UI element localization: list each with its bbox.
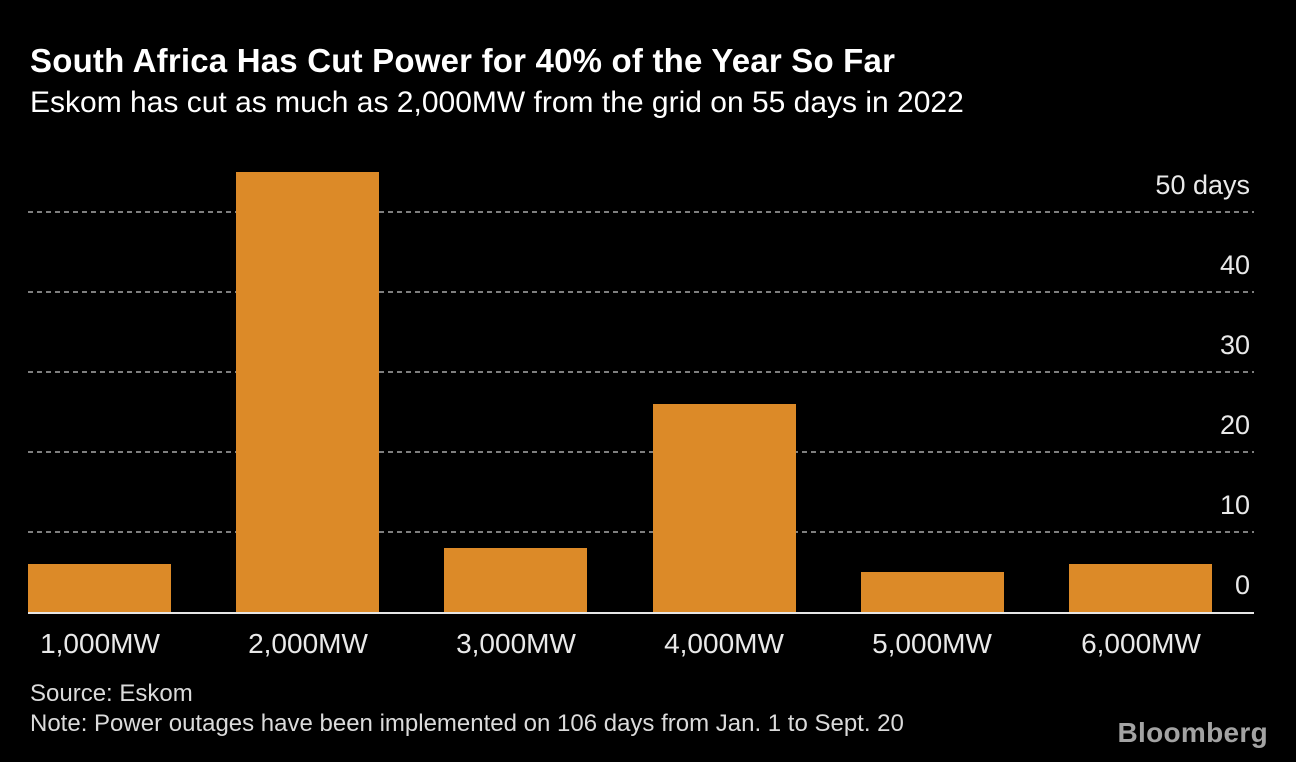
gridline-30 [28, 371, 1254, 373]
y-tick-label-50: 50 days [1155, 170, 1250, 200]
x-tick-label-5,000MW: 5,000MW [872, 628, 992, 659]
bar-6,000MW [1069, 564, 1212, 612]
y-tick-label-30: 30 [1219, 330, 1250, 360]
bar-3,000MW [444, 548, 587, 612]
y-tick-label-0: 0 [1234, 570, 1250, 600]
x-axis-line [28, 612, 1254, 614]
bar-5,000MW [861, 572, 1004, 612]
y-tick-label-20: 20 [1219, 410, 1250, 440]
gridline-50 [28, 211, 1254, 213]
gridline-40 [28, 291, 1254, 293]
bar-1,000MW [28, 564, 171, 612]
y-tick-label-40: 40 [1219, 250, 1250, 280]
x-tick-label-2,000MW: 2,000MW [248, 628, 368, 659]
x-tick-label-1,000MW: 1,000MW [40, 628, 160, 659]
gridline-10 [28, 531, 1254, 533]
x-tick-label-3,000MW: 3,000MW [456, 628, 576, 659]
note-text: Note: Power outages have been implemente… [30, 710, 904, 737]
bar-2,000MW [236, 172, 379, 612]
chart-subtitle: Eskom has cut as much as 2,000MW from th… [30, 86, 964, 119]
y-tick-label-10: 10 [1219, 490, 1250, 520]
x-tick-label-4,000MW: 4,000MW [664, 628, 784, 659]
source-text: Source: Eskom [30, 680, 193, 707]
bar-4,000MW [653, 404, 796, 612]
x-tick-label-6,000MW: 6,000MW [1081, 628, 1201, 659]
gridline-20 [28, 451, 1254, 453]
bloomberg-logo: Bloomberg [1117, 717, 1268, 748]
chart-title: South Africa Has Cut Power for 40% of th… [30, 42, 896, 79]
